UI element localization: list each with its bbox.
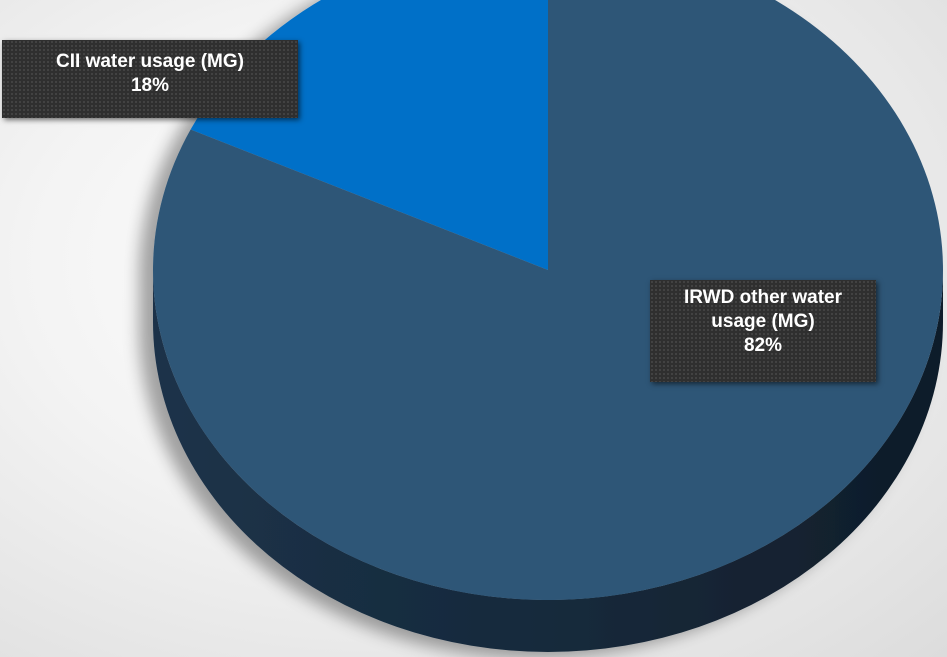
slice-label-irwd-name: IRWD other water usage (MG)	[683, 287, 842, 332]
pie-side-wall	[153, 270, 943, 652]
slice-label-irwd-percent: 82%	[743, 335, 783, 356]
pie-slice-irwd-other	[153, 0, 943, 600]
slice-label-cii-percent: 18%	[130, 75, 170, 96]
slice-label-cii: CII water usage (MG) 18%	[2, 40, 298, 118]
slice-label-cii-name: CII water usage (MG)	[56, 51, 244, 72]
slice-label-irwd: IRWD other water usage (MG) 82%	[650, 280, 876, 382]
